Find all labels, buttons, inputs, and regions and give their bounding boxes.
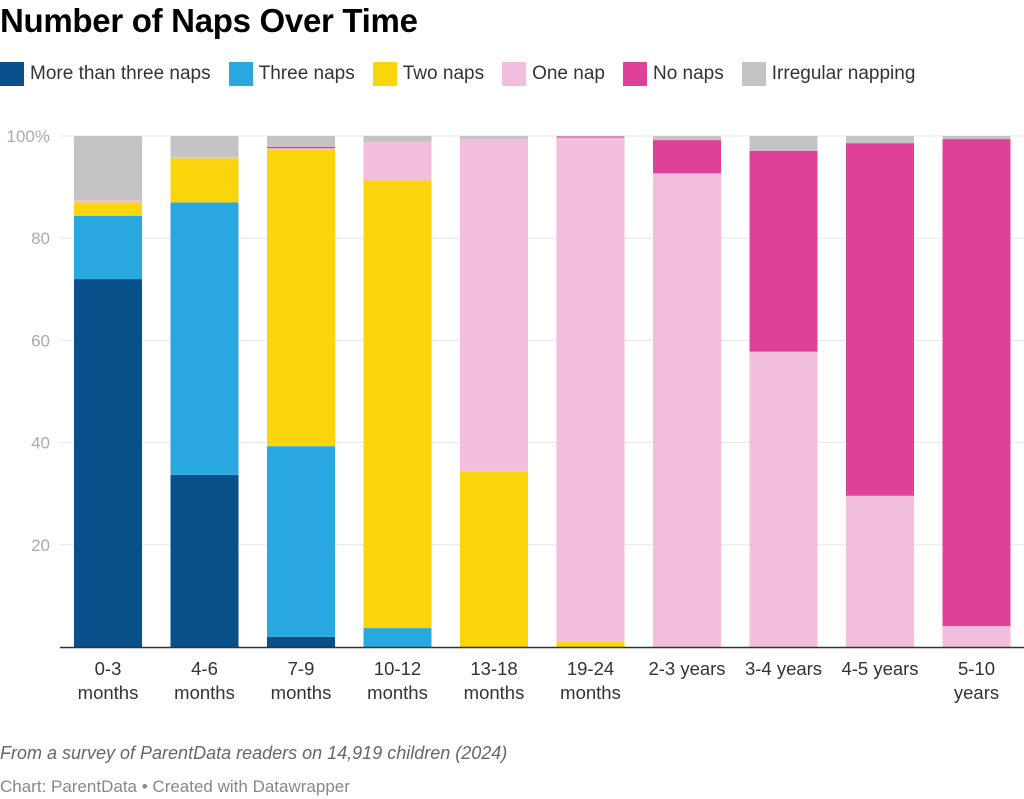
bar-segment xyxy=(942,626,1011,647)
y-tick-label: 80 xyxy=(31,229,50,248)
bar-segment xyxy=(846,143,914,496)
legend-item-none: No naps xyxy=(622,62,724,86)
bar-segment xyxy=(846,136,914,144)
legend-item-two: Two naps xyxy=(372,62,485,86)
bar-segment xyxy=(749,136,818,151)
y-tick-label: 20 xyxy=(31,536,50,555)
bar-segment xyxy=(170,158,239,203)
x-tick-label: 0-3 xyxy=(95,658,122,679)
legend-label: No naps xyxy=(652,63,724,84)
x-tick-label: 4-5 years xyxy=(841,658,918,679)
legend-swatch xyxy=(372,62,397,86)
bar-segment xyxy=(363,180,432,629)
legend-swatch xyxy=(741,62,766,86)
bar-segment xyxy=(460,139,528,472)
bar-segment xyxy=(267,636,335,647)
legend-swatch xyxy=(0,62,24,86)
x-tick-label: 2-3 years xyxy=(648,658,725,679)
bar-segment xyxy=(749,351,818,647)
y-tick-label: 60 xyxy=(31,331,50,350)
x-tick-label: 19-24 xyxy=(567,658,614,679)
bars xyxy=(74,136,1011,647)
bar-segment xyxy=(846,495,914,647)
x-tick-label: months xyxy=(560,682,621,703)
chart-credit: Chart: ParentData • Created with Datawra… xyxy=(0,777,350,796)
x-tick-label: months xyxy=(271,682,332,703)
bar-segment xyxy=(170,202,239,475)
bar-segment xyxy=(363,628,432,647)
legend-swatch xyxy=(502,62,527,86)
x-tick-label: 5-10 xyxy=(958,658,995,679)
x-tick-label: months xyxy=(78,682,139,703)
bar-segment xyxy=(653,173,721,647)
x-axis-labels: 0-3 months 4-6 months 7-9 months 10-12 months 13… xyxy=(78,658,999,703)
bar-segment xyxy=(74,200,142,203)
bar-segment xyxy=(749,150,818,352)
legend-item-three: Three naps xyxy=(228,62,355,86)
bar-segment xyxy=(363,136,432,143)
bar-segment xyxy=(170,136,239,157)
y-tick-label: 40 xyxy=(31,434,50,453)
bar-segment xyxy=(556,641,625,647)
x-tick-label: 10-12 xyxy=(374,658,421,679)
bar-segment xyxy=(460,471,528,647)
x-tick-label: months xyxy=(464,682,525,703)
bar-segment xyxy=(170,156,239,159)
bar-segment xyxy=(267,446,335,637)
x-tick-label: years xyxy=(954,682,999,703)
bar-segment xyxy=(74,136,142,201)
bar-segment xyxy=(942,139,1011,627)
bar-segment xyxy=(170,474,239,647)
legend-label: More than three naps xyxy=(30,63,211,84)
legend-swatch xyxy=(622,62,647,86)
stacked-bar-chart: 20 40 60 80 100% 0-3 months 4-6 months 7-9 months… xyxy=(7,127,1024,703)
bar-segment xyxy=(267,146,335,149)
x-tick-label: 7-9 xyxy=(288,658,315,679)
legend-label: Two naps xyxy=(402,63,485,84)
x-tick-label: months xyxy=(174,682,235,703)
bar-segment xyxy=(942,136,1011,140)
bar-segment xyxy=(363,142,432,181)
legend-swatch xyxy=(228,62,253,86)
bar-segment xyxy=(556,136,625,137)
y-axis-labels: 20 40 60 80 100% xyxy=(7,127,50,555)
legend-label: One nap xyxy=(532,63,605,84)
bar-segment xyxy=(460,136,528,140)
legend-item-irregular: Irregular napping xyxy=(741,62,916,86)
bar-segment xyxy=(653,136,721,141)
x-tick-label: 3-4 years xyxy=(745,658,822,679)
x-tick-label: 4-6 xyxy=(191,658,218,679)
y-tick-label: 100% xyxy=(7,127,50,146)
x-tick-label: 13-18 xyxy=(470,658,517,679)
chart-title: Number of Naps Over Time xyxy=(0,2,418,39)
bar-segment xyxy=(653,140,721,174)
legend-item-one: One nap xyxy=(502,62,605,86)
x-tick-label: months xyxy=(367,682,428,703)
bar-segment xyxy=(74,279,142,647)
legend-label: Three naps xyxy=(258,63,355,84)
bar-segment xyxy=(267,149,335,447)
bar-segment xyxy=(556,136,625,138)
bar-segment xyxy=(267,148,335,150)
chart-note: From a survey of ParentData readers on 1… xyxy=(0,743,508,763)
bar-segment xyxy=(556,137,625,642)
bar-segment xyxy=(74,215,142,280)
bar-segment xyxy=(267,136,335,147)
legend-label: Irregular napping xyxy=(771,63,916,84)
bar-segment xyxy=(74,202,142,216)
legend: More than three naps Three naps Two naps… xyxy=(0,62,933,86)
legend-item-more-than-three: More than three naps xyxy=(0,62,211,86)
